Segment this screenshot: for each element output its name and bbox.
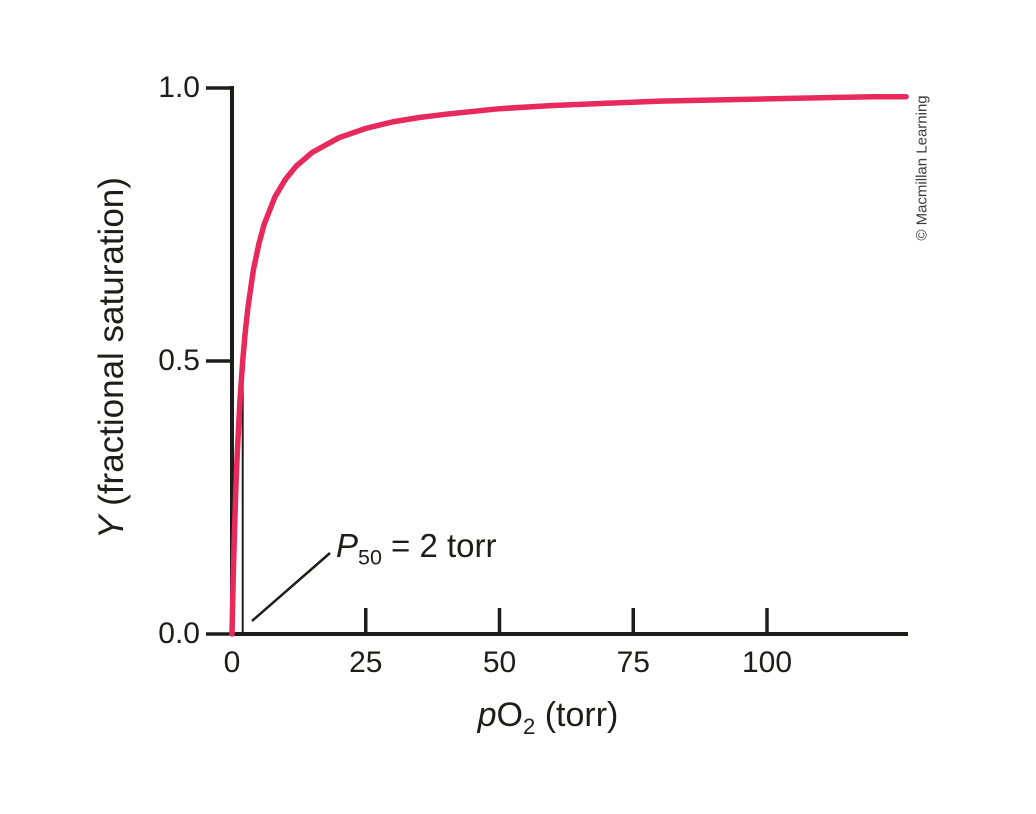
x-axis-title: pO2 (torr) (477, 696, 619, 737)
x-tick-label-0: 0 (223, 646, 241, 679)
p50-annotation-label: P50 = 2 torr (336, 527, 497, 568)
y-tick-label-1.0: 1.0 (158, 71, 200, 104)
x-axis-title-symbol: O (496, 696, 523, 734)
y-tick-label-0.0: 0.0 (158, 617, 200, 650)
p50-value: = 2 torr (381, 527, 497, 564)
x-tick-label-100: 100 (741, 646, 793, 679)
x-tick-label-50: 50 (482, 646, 517, 679)
saturation-curve (229, 93, 909, 637)
x-axis-title-variable: p (477, 696, 497, 734)
y-tick-label-0.5: 0.5 (158, 344, 200, 377)
x-tick-label-25: 25 (349, 646, 383, 679)
y-axis-title-variable: Y (92, 515, 131, 539)
p50-subscript: 50 (358, 545, 382, 570)
y-axis-title-rest: (fractional saturation) (92, 177, 131, 516)
copyright-credit: © Macmillan Learning (913, 95, 931, 241)
x-axis-title-unit: (torr) (535, 696, 619, 734)
x-axis-title-subscript: 2 (522, 713, 536, 739)
y-axis-title: Y (fractional saturation) (92, 177, 132, 539)
p50-leader-line (251, 552, 331, 622)
x-tick-label-75: 75 (616, 646, 650, 679)
p50-symbol: P (336, 527, 359, 564)
